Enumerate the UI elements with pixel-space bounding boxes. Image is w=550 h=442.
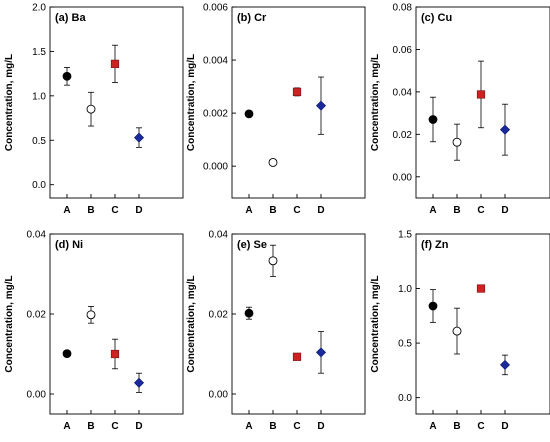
panel-5: (e) Se 0.00 0.02 0.04 Concentration, mg/L A B C…	[186, 230, 366, 432]
panel-6-xtick-label-c: C	[477, 421, 484, 432]
panel-4-point-c	[110, 349, 120, 359]
panel-4-xtick-label-c: C	[111, 421, 118, 432]
panel-5-ytick-label: 0.00	[209, 390, 229, 401]
panel-2-ylabel: Concentration, mg/L	[186, 54, 197, 151]
panel-1-ytick-label: 2.0	[32, 3, 46, 14]
panel-2-point-b	[268, 158, 278, 167]
panel-3-frame	[415, 6, 550, 199]
panel-5-point-b	[268, 256, 278, 266]
panel-4-point-a	[62, 349, 72, 359]
panel-3-ytick-label: 0.04	[393, 87, 413, 98]
panel-2-xtick-label-a: A	[245, 205, 252, 216]
panel-3-ytick-label: 0.00	[393, 172, 413, 183]
panel-1-xtick-label-b: B	[87, 205, 94, 216]
panel-6-point-b	[452, 326, 462, 336]
panel-5-ytick-label: 0.02	[209, 310, 229, 321]
panel-2-xtick-label-d: D	[317, 205, 324, 216]
panel-1-point-a	[62, 71, 72, 81]
panel-6-xtick-label-a: A	[429, 421, 436, 432]
panel-2-frame	[231, 6, 366, 199]
panel-5-xtick-label-a: A	[245, 421, 252, 432]
panel-2-ytick-label: 0.002	[203, 109, 228, 120]
panel-5-xtick-label-b: B	[269, 421, 276, 432]
panel-6-ytick-label: 1.0	[398, 284, 412, 295]
panel-3-point-c	[476, 90, 486, 99]
panel-6-title: (f) Zn	[421, 239, 449, 251]
panel-1-ylabel: Concentration, mg/L	[4, 54, 15, 151]
panel-5-ytick-label: 0.04	[209, 230, 229, 241]
panel-2-xtick-label-c: C	[293, 205, 300, 216]
panel-2: (b) Cr 0.000 0.002 0.004 0.006 Concentration,…	[186, 3, 366, 216]
panel-1-xtick-label-c: C	[111, 205, 118, 216]
panel-2-ytick-label: 0.000	[203, 162, 228, 173]
panel-5-point-d	[315, 347, 327, 358]
panel-4-ytick-label: 0.00	[27, 390, 47, 401]
panel-5-point-c	[292, 352, 302, 361]
panel-4-ytick-label: 0.04	[27, 230, 47, 241]
panel-3: (c) Cu 0.00 0.02 0.04 0.06 0.08 Concentration,…	[370, 3, 550, 216]
panel-3-xtick-label-c: C	[477, 205, 484, 216]
panel-5-point-a	[244, 308, 254, 318]
panel-4-ylabel: Concentration, mg/L	[4, 275, 15, 372]
panel-4-xtick-label-d: D	[135, 421, 142, 432]
panel-1-title: (a) Ba	[55, 12, 86, 24]
panel-3-xtick-label-b: B	[453, 205, 460, 216]
panel-3-ytick-label: 0.06	[393, 45, 413, 56]
panel-6-ytick-label: 0.0	[398, 393, 412, 404]
panel-4-ytick-label: 0.02	[27, 310, 47, 321]
panel-4-point-b	[86, 310, 96, 320]
panel-6-ytick-label: 1.5	[398, 230, 412, 241]
panel-2-title: (b) Cr	[237, 12, 267, 24]
panel-6-point-c	[476, 284, 486, 293]
panel-1-point-d	[133, 132, 145, 143]
panel-2-ytick-label: 0.006	[203, 3, 228, 14]
panel-6-ytick-label: 0.5	[398, 339, 412, 350]
panel-1-xtick-label-a: A	[63, 205, 70, 216]
panel-5-xtick-label-c: C	[293, 421, 300, 432]
panel-3-point-d	[499, 124, 511, 135]
panel-1-point-b	[86, 104, 96, 114]
panel-1-ytick-label: 0.0	[32, 180, 46, 191]
panel-3-point-b	[452, 137, 462, 147]
panel-2-point-c	[292, 87, 302, 96]
panel-3-xtick-label-d: D	[501, 205, 508, 216]
panel-2-point-a	[244, 109, 254, 119]
panel-1-point-c	[110, 59, 120, 68]
panel-6-xtick-label-d: D	[501, 421, 508, 432]
panel-5-ylabel: Concentration, mg/L	[186, 275, 197, 372]
panel-1-frame	[49, 6, 184, 199]
panel-4-xtick-label-a: A	[63, 421, 70, 432]
panel-6-xtick-label-b: B	[453, 421, 460, 432]
panel-6-point-a	[428, 301, 438, 311]
panel-6-ylabel: Concentration, mg/L	[370, 275, 381, 372]
panel-3-ylabel: Concentration, mg/L	[370, 54, 381, 151]
panel-4-xtick-label-b: B	[87, 421, 94, 432]
panel-2-point-d	[315, 100, 327, 111]
panel-5-frame	[231, 233, 366, 415]
panel-4-point-d	[133, 377, 145, 388]
panel-1-ytick-label: 0.5	[32, 136, 46, 147]
panel-6-frame	[415, 233, 550, 415]
panel-1-xtick-label-d: D	[135, 205, 142, 216]
panel-3-xtick-label-a: A	[429, 205, 436, 216]
panel-4-title: (d) Ni	[55, 239, 83, 251]
panel-2-ytick-label: 0.004	[203, 56, 228, 67]
panel-1-ytick-label: 1.5	[32, 47, 46, 58]
panel-6: (f) Zn 0.0 0.5 1.0 1.5 Concentration, mg/L A B C…	[370, 230, 550, 432]
panel-4: (d) Ni 0.00 0.02 0.04 Concentration, mg/L A B C…	[4, 230, 184, 432]
panel-2-xtick-label-b: B	[269, 205, 276, 216]
panel-5-xtick-label-d: D	[317, 421, 324, 432]
panel-3-ytick-label: 0.02	[393, 130, 413, 141]
panel-1-ytick-label: 1.0	[32, 91, 46, 102]
panel-3-title: (c) Cu	[421, 12, 452, 24]
panel-4-frame	[49, 233, 184, 415]
panel-5-title: (e) Se	[237, 239, 267, 251]
panel-6-point-d	[499, 359, 511, 370]
panel-3-point-a	[428, 115, 438, 124]
panel-1: (a) Ba 0.0 0.5 1.0 1.5 2.0 Concentration, mg/L…	[4, 3, 184, 216]
panel-3-ytick-label: 0.08	[393, 3, 413, 14]
